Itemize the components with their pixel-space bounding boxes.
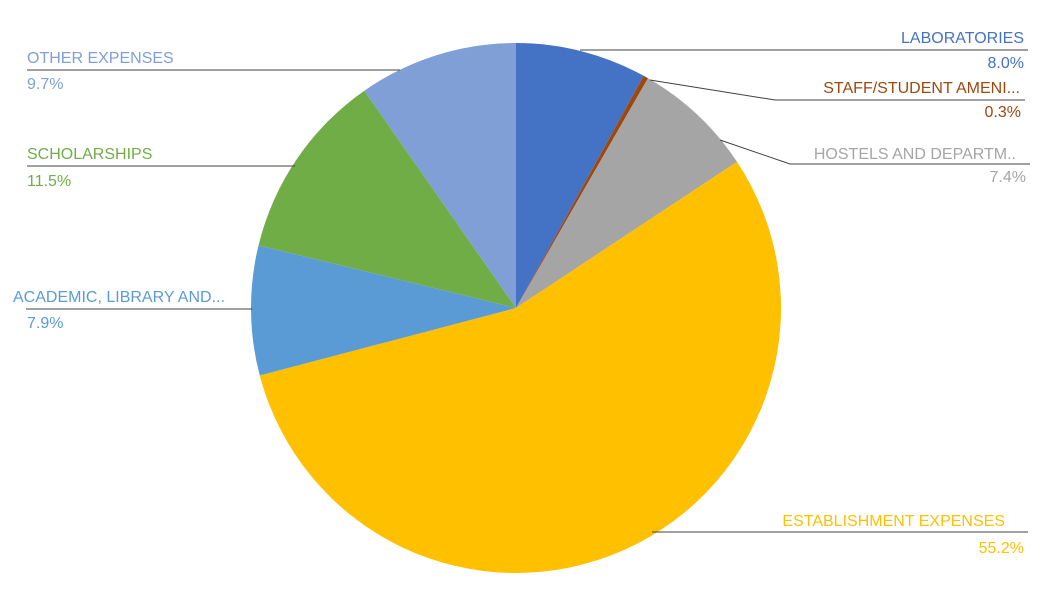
pie-slice <box>258 90 516 308</box>
leader-line <box>649 79 1025 101</box>
slice-label: HOSTELS AND DEPARTM.. <box>814 146 1016 163</box>
pie-slice <box>516 43 644 308</box>
pie-slice <box>259 161 781 574</box>
slice-value-label: 7.9% <box>27 315 63 332</box>
slice-label: SCHOLARSHIPS <box>27 146 152 163</box>
slice-label: STAFF/STUDENT AMENI... <box>823 80 1020 97</box>
slice-value-label: 7.4% <box>990 169 1026 186</box>
slice-label: ESTABLISHMENT EXPENSES <box>782 513 1005 530</box>
slice-value-label: 0.3% <box>985 104 1021 121</box>
slice-value-label: 9.7% <box>27 76 63 93</box>
slice-label: OTHER EXPENSES <box>27 50 174 67</box>
pie-slice <box>364 43 516 308</box>
slice-label: ACADEMIC, LIBRARY AND... <box>13 289 225 306</box>
pie-slice <box>516 75 649 308</box>
slice-value-label: 55.2% <box>979 540 1024 557</box>
slice-value-label: 11.5% <box>27 173 71 190</box>
slice-value-label: 8.0% <box>988 55 1024 72</box>
slice-label: LABORATORIES <box>901 30 1024 47</box>
pie-slice <box>251 245 516 376</box>
leader-line <box>719 139 1030 165</box>
pie-slice <box>516 78 738 309</box>
